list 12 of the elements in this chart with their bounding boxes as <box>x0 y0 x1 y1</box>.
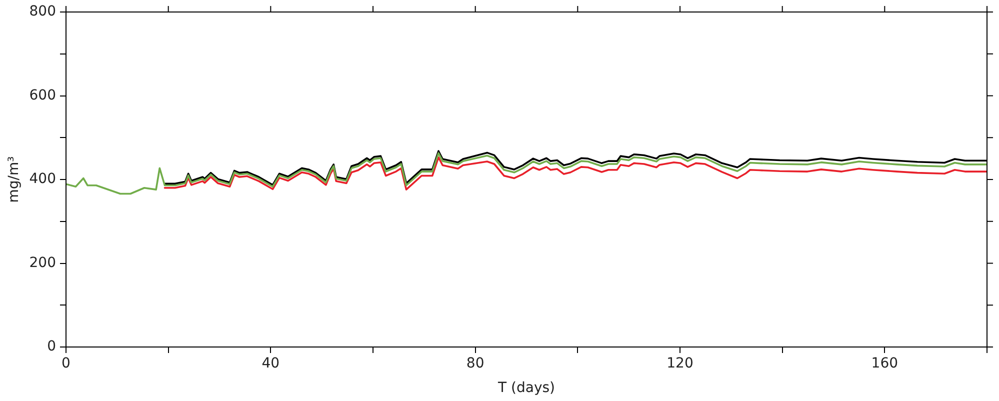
x-tick-label: 120 <box>666 356 694 372</box>
y-tick-label: 200 <box>29 254 56 271</box>
x-tick-label: 0 <box>62 356 70 372</box>
x-tick-label: 80 <box>466 356 484 372</box>
x-tick-label: 40 <box>262 356 280 372</box>
y-tick-label: 400 <box>29 171 56 188</box>
y-tick-label: 800 <box>29 4 56 20</box>
y-axis-title: mg/m³ <box>6 156 22 203</box>
y-tick-label: 600 <box>29 87 56 104</box>
x-axis-title: T (days) <box>497 380 555 396</box>
x-tick-label: 160 <box>871 356 898 372</box>
y-tick-label: 0 <box>47 338 56 355</box>
